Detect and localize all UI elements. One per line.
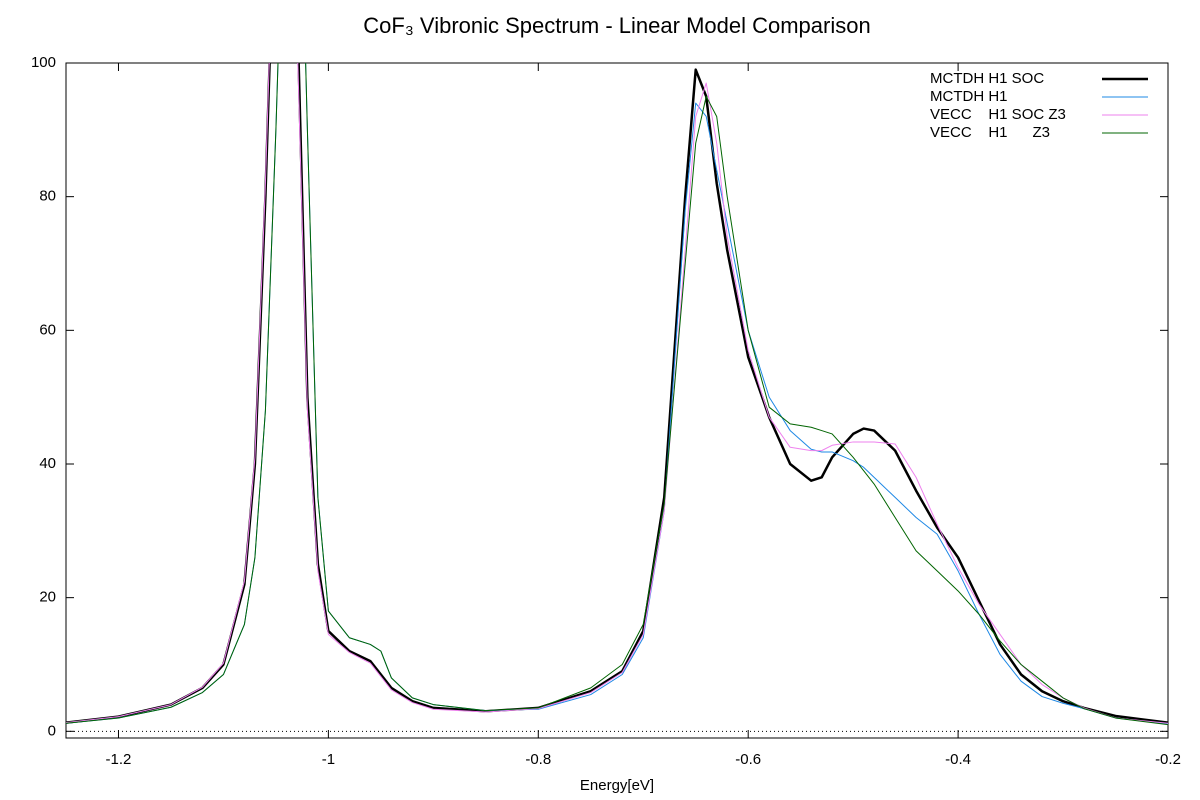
x-tick-label: -0.6 — [735, 751, 761, 768]
chart-title: CoF₃ Vibronic Spectrum - Linear Model Co… — [363, 13, 870, 38]
series-line — [66, 63, 1168, 724]
y-tick-label: 100 — [31, 54, 56, 71]
plot-area — [66, 63, 1168, 726]
y-tick-label: 20 — [39, 589, 56, 606]
y-tick-label: 0 — [48, 722, 56, 739]
x-tick-label: -1 — [322, 751, 335, 768]
y-tick-label: 60 — [39, 321, 56, 338]
plot-frame — [65, 62, 1169, 739]
x-tick-label: -1.2 — [106, 751, 132, 768]
y-tick-label: 40 — [39, 455, 56, 472]
series-line — [66, 63, 1168, 726]
x-axis-label: Energy[eV] — [580, 777, 654, 794]
series-line — [66, 63, 1168, 725]
y-tick-label: 80 — [39, 188, 56, 205]
legend-label: VECC H1 Z3 — [930, 124, 1050, 141]
x-tick-label: -0.2 — [1155, 751, 1181, 768]
x-tick-label: -0.4 — [945, 751, 971, 768]
legend-label: MCTDH H1 SOC — [930, 70, 1044, 87]
x-tick-label: -0.8 — [525, 751, 551, 768]
legend-label: VECC H1 SOC Z3 — [930, 106, 1066, 123]
legend-label: MCTDH H1 — [930, 88, 1008, 105]
